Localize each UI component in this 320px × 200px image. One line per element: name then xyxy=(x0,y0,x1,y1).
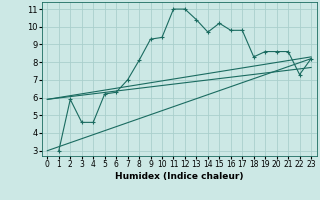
X-axis label: Humidex (Indice chaleur): Humidex (Indice chaleur) xyxy=(115,172,244,181)
